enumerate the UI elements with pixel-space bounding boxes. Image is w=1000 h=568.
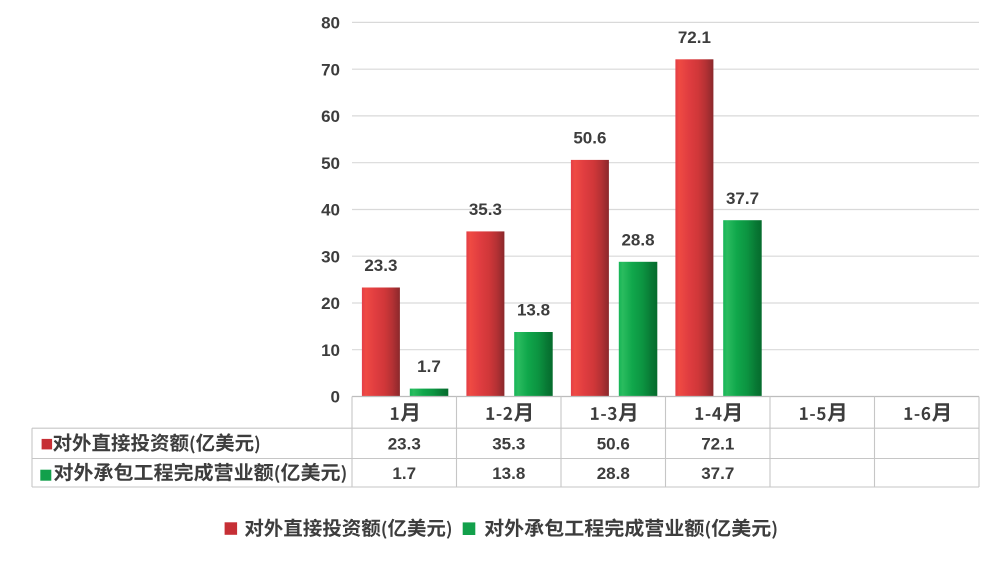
- svg-text:28.8: 28.8: [621, 230, 654, 249]
- svg-text:28.8: 28.8: [597, 464, 630, 483]
- svg-text:60: 60: [321, 107, 340, 126]
- svg-text:1.7: 1.7: [392, 464, 416, 483]
- svg-text:0: 0: [331, 388, 340, 407]
- svg-text:37.7: 37.7: [701, 464, 734, 483]
- svg-text:72.1: 72.1: [678, 28, 711, 47]
- svg-text:50: 50: [321, 154, 340, 173]
- svg-text:80: 80: [321, 14, 340, 33]
- svg-text:13.8: 13.8: [517, 301, 550, 320]
- svg-text:50.6: 50.6: [597, 435, 630, 454]
- svg-text:23.3: 23.3: [388, 435, 421, 454]
- svg-text:50.6: 50.6: [573, 129, 606, 148]
- svg-text:10: 10: [321, 341, 340, 360]
- svg-text:13.8: 13.8: [492, 464, 525, 483]
- svg-text:37.7: 37.7: [726, 189, 759, 208]
- svg-text:70: 70: [321, 60, 340, 79]
- svg-text:35.3: 35.3: [492, 435, 525, 454]
- svg-text:72.1: 72.1: [701, 435, 734, 454]
- svg-text:23.3: 23.3: [364, 256, 397, 275]
- svg-text:40: 40: [321, 201, 340, 220]
- svg-text:1.7: 1.7: [417, 357, 441, 376]
- svg-text:20: 20: [321, 294, 340, 313]
- svg-text:35.3: 35.3: [469, 200, 502, 219]
- svg-text:30: 30: [321, 247, 340, 266]
